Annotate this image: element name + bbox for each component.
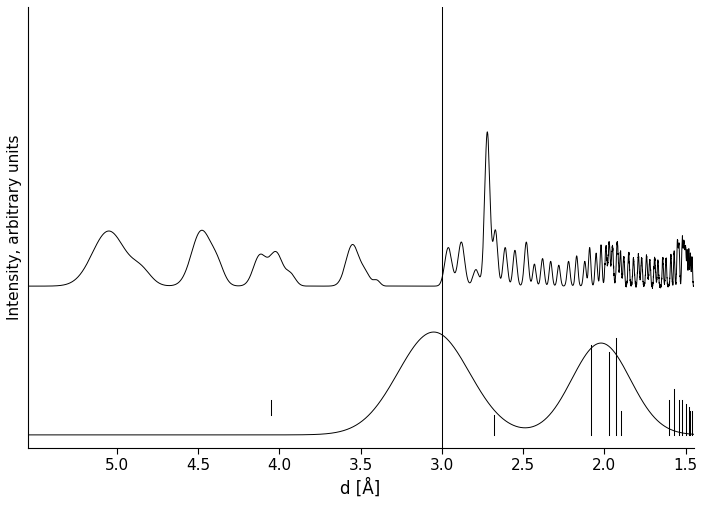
Y-axis label: Intensity, arbitrary units: Intensity, arbitrary units	[7, 135, 22, 320]
X-axis label: d [Å]: d [Å]	[340, 479, 381, 498]
